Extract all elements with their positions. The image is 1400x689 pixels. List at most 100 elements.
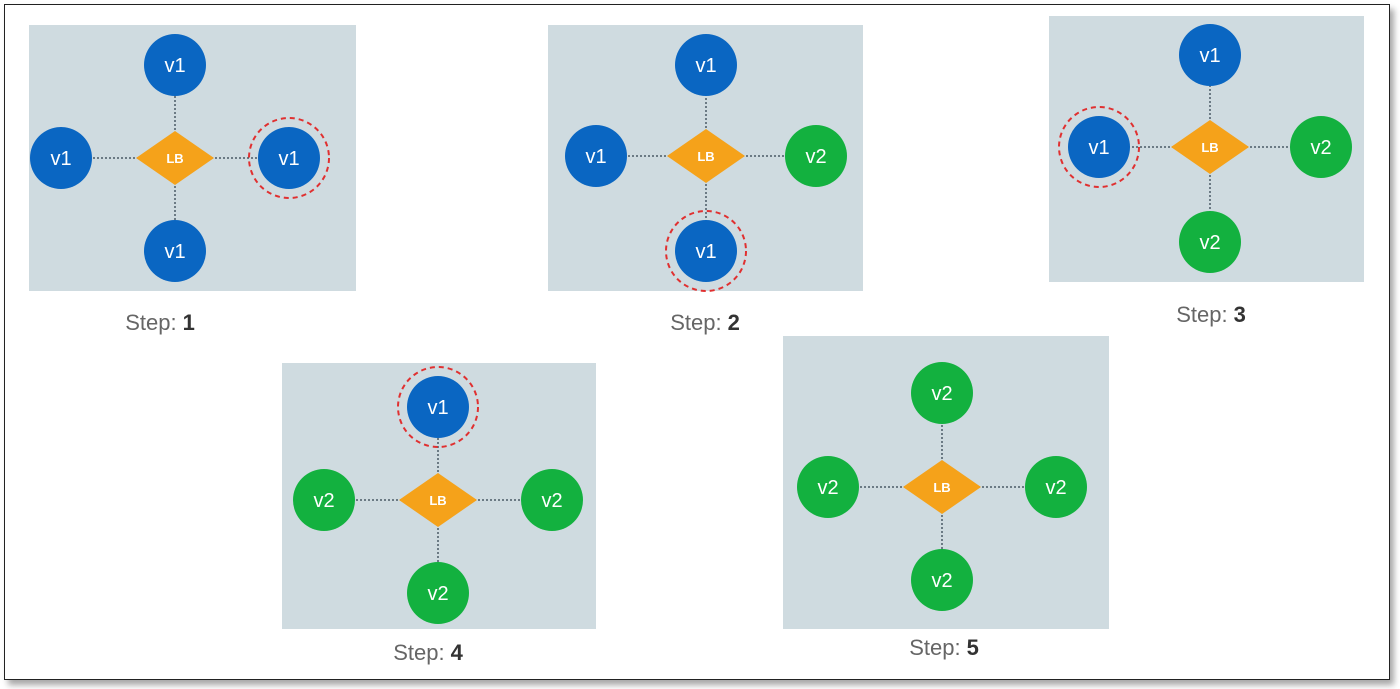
server-node-right: v2 — [521, 469, 583, 531]
server-circle — [911, 549, 973, 611]
step-label: Step: — [670, 310, 722, 335]
server-circle — [407, 562, 469, 624]
step-diagram: LB v1 v1 v1 v2 — [565, 34, 847, 292]
server-version-label: v1 — [695, 241, 716, 263]
server-circle — [293, 469, 355, 531]
lb-label: LB — [166, 151, 183, 166]
step-number: 1 — [182, 310, 195, 335]
step-label: Step: — [393, 640, 445, 665]
server-circle — [1290, 116, 1352, 178]
step-4-panel: LB v1 v2 v2 v2 — [282, 363, 596, 629]
lb-label: LB — [933, 480, 950, 495]
server-version-label: v1 — [427, 397, 448, 419]
lb-label: LB — [1201, 140, 1218, 155]
server-circle — [1179, 24, 1241, 86]
server-node-right: v2 — [1025, 456, 1087, 518]
step-diagram: LB v2 v2 v2 v2 — [797, 362, 1087, 611]
server-circle — [1068, 116, 1130, 178]
step-2-panel: LB v1 v1 v1 v2 — [548, 25, 863, 292]
server-version-label: v1 — [695, 55, 716, 77]
server-node-right: v1 — [248, 117, 330, 199]
server-version-label: v2 — [931, 570, 952, 592]
server-circle — [1025, 456, 1087, 518]
upgrade-highlight-ring — [248, 117, 330, 199]
server-node-bottom: v2 — [407, 562, 469, 624]
server-node-top: v1 — [397, 366, 479, 448]
server-circle — [1179, 211, 1241, 273]
step-diagram: LB v1 v2 v2 v2 — [293, 366, 583, 624]
lb-label: LB — [429, 493, 446, 508]
server-node-right: v2 — [1290, 116, 1352, 178]
server-version-label: v2 — [931, 383, 952, 405]
server-version-label: v1 — [278, 148, 299, 170]
step-diagram: LB v1 v2 v1 v2 — [1058, 24, 1352, 273]
step-number: 2 — [727, 310, 740, 335]
load-balancer: LB — [903, 460, 981, 514]
step-5-panel: LB v2 v2 v2 v2 — [783, 336, 1109, 629]
server-circle — [797, 456, 859, 518]
upgrade-highlight-ring — [397, 366, 479, 448]
load-balancer: LB — [667, 129, 745, 183]
server-node-left: v1 — [565, 125, 627, 187]
server-version-label: v1 — [50, 148, 71, 170]
server-version-label: v2 — [1045, 477, 1066, 499]
server-version-label: v2 — [427, 583, 448, 605]
lb-diamond — [136, 131, 214, 185]
server-circle — [565, 125, 627, 187]
server-node-right: v2 — [785, 125, 847, 187]
server-version-label: v2 — [1199, 232, 1220, 254]
step-5-caption: Step: 5 — [909, 635, 979, 661]
server-circle — [911, 362, 973, 424]
step-label: Step: — [1176, 302, 1228, 327]
step-number: 5 — [966, 635, 979, 660]
server-circle — [675, 34, 737, 96]
server-version-label: v2 — [805, 146, 826, 168]
server-node-top: v1 — [1179, 24, 1241, 86]
server-version-label: v1 — [585, 146, 606, 168]
load-balancer: LB — [1171, 120, 1249, 174]
server-node-left: v2 — [293, 469, 355, 531]
upgrade-highlight-ring — [665, 210, 747, 292]
server-node-bottom: v2 — [911, 549, 973, 611]
load-balancer: LB — [136, 131, 214, 185]
server-version-label: v1 — [164, 241, 185, 263]
server-node-left: v1 — [1058, 106, 1140, 188]
server-version-label: v2 — [817, 477, 838, 499]
step-3-caption: Step: 3 — [1176, 302, 1246, 328]
step-label: Step: — [909, 635, 961, 660]
server-version-label: v1 — [1088, 137, 1109, 159]
server-version-label: v2 — [1310, 137, 1331, 159]
server-version-label: v1 — [164, 55, 185, 77]
step-number: 4 — [450, 640, 463, 665]
server-circle — [785, 125, 847, 187]
server-node-top: v1 — [144, 34, 206, 96]
lb-label: LB — [697, 149, 714, 164]
load-balancer: LB — [399, 473, 477, 527]
server-circle — [521, 469, 583, 531]
server-node-bottom: v2 — [1179, 211, 1241, 273]
step-label: Step: — [125, 310, 177, 335]
server-node-bottom: v1 — [665, 210, 747, 292]
step-1-caption: Step: 1 — [125, 310, 195, 336]
server-circle — [407, 376, 469, 438]
lb-diamond — [667, 129, 745, 183]
server-circle — [144, 220, 206, 282]
server-node-left: v1 — [30, 127, 92, 189]
server-circle — [144, 34, 206, 96]
lb-diamond — [399, 473, 477, 527]
server-circle — [675, 220, 737, 282]
server-node-top: v2 — [911, 362, 973, 424]
step-2-caption: Step: 2 — [670, 310, 740, 336]
lb-diamond — [1171, 120, 1249, 174]
server-version-label: v1 — [1199, 45, 1220, 67]
step-3-panel: LB v1 v2 v1 v2 — [1049, 16, 1364, 282]
step-1-panel: LB v1 v1 v1 v1 — [29, 25, 356, 291]
lb-diamond — [903, 460, 981, 514]
step-4-caption: Step: 4 — [393, 640, 463, 666]
server-version-label: v2 — [541, 490, 562, 512]
step-diagram: LB v1 v1 v1 v1 — [30, 34, 330, 282]
server-circle — [30, 127, 92, 189]
server-circle — [258, 127, 320, 189]
step-number: 3 — [1233, 302, 1246, 327]
server-node-bottom: v1 — [144, 220, 206, 282]
